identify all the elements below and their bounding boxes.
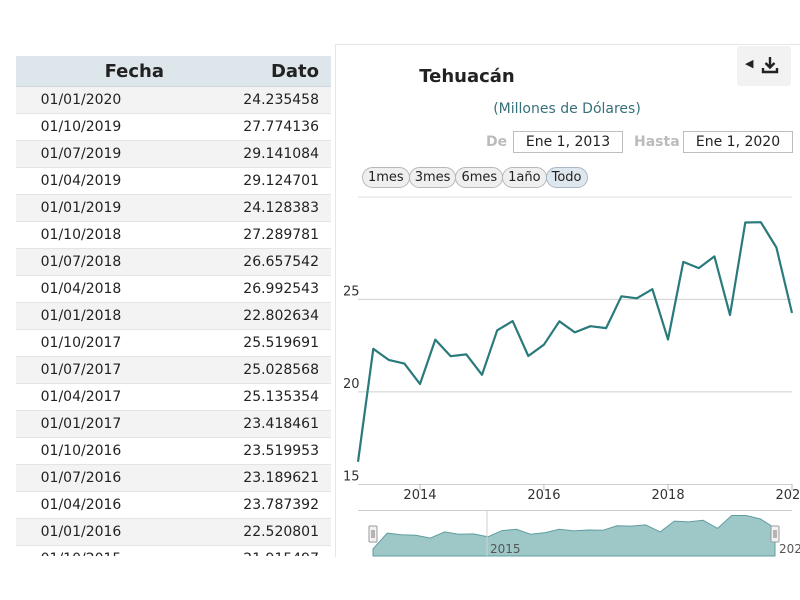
cell-dato: 22.802634 <box>186 302 331 330</box>
chart-subtitle: (Millones de Dólares) <box>493 101 641 117</box>
cell-dato: 29.141084 <box>186 140 331 168</box>
y-tick-label: 20 <box>343 377 360 392</box>
y-tick-label: 25 <box>343 284 360 299</box>
cell-fecha: 01/07/2017 <box>16 356 186 384</box>
cell-dato: 23.418461 <box>186 410 331 438</box>
cell-dato: 26.657542 <box>186 248 331 276</box>
table-row: 01/01/2019 24.128383 <box>16 194 331 222</box>
download-icon <box>761 57 779 74</box>
range-button-6mes[interactable]: 6mes <box>455 167 504 188</box>
table-row: 01/10/2019 27.774136 <box>16 113 331 141</box>
table-row: 01/10/2018 27.289781 <box>16 221 331 249</box>
table-row: 01/04/2017 25.135354 <box>16 383 331 411</box>
data-table: Fecha Dato 01/01/2020 24.235458 01/10/2019… <box>16 56 331 556</box>
cell-dato: 24.128383 <box>186 194 331 222</box>
cell-dato: 26.992543 <box>186 275 331 303</box>
column-header-fecha[interactable]: Fecha <box>16 56 186 87</box>
navigator-label-right: 202 <box>779 542 800 556</box>
table-row: 01/10/201521.915497 <box>16 545 331 556</box>
navigator-handle-left[interactable] <box>368 525 378 543</box>
table-body: 01/01/2020 24.235458 01/10/2019 27.774136 01… <box>16 86 331 556</box>
cell-fecha: 01/01/2018 <box>16 302 186 330</box>
chart-title: Tehuacán <box>419 66 515 87</box>
cell-fecha: 01/07/2016 <box>16 464 186 492</box>
range-from-input[interactable] <box>513 131 623 153</box>
range-button-1mes[interactable]: 1mes <box>362 167 410 188</box>
cell-fecha: 01/07/2018 <box>16 248 186 276</box>
range-from-label: De <box>486 134 508 150</box>
cell-fecha: 01/04/2016 <box>16 491 186 519</box>
range-button-3mes[interactable]: 3mes <box>408 167 457 188</box>
range-selector: 1mes 3mes 6mes 1año Todo <box>362 167 588 189</box>
table-row: 01/04/2018 26.992543 <box>16 275 331 303</box>
table-row: 01/01/2020 24.235458 <box>16 86 331 114</box>
cell-dato: 22.520801 <box>186 518 331 546</box>
cell-fecha: 01/10/2015 <box>16 545 186 556</box>
cell-fecha: 01/04/2019 <box>16 167 186 195</box>
cell-dato: 23.787392 <box>186 491 331 519</box>
x-tick-label: 2020 <box>775 488 800 503</box>
cell-fecha: 01/04/2017 <box>16 383 186 411</box>
x-tick-label: 2014 <box>403 488 436 503</box>
table-row: 01/10/2017 25.519691 <box>16 329 331 357</box>
y-tick-label: 15 <box>343 470 360 485</box>
x-tick-label: 2016 <box>527 488 560 503</box>
x-tick-label: 2018 <box>652 488 685 503</box>
chart-panel <box>335 44 800 557</box>
table-row: 01/07/2019 29.141084 <box>16 140 331 168</box>
caret-left-icon: ◀ <box>745 57 754 70</box>
cell-dato: 29.124701 <box>186 167 331 195</box>
cell-fecha: 01/01/2017 <box>16 410 186 438</box>
cell-fecha: 01/10/2017 <box>16 329 186 357</box>
table-row: 01/10/2016 23.519953 <box>16 437 331 465</box>
range-to-input[interactable] <box>683 131 793 153</box>
table-row: 01/04/2016 23.787392 <box>16 491 331 519</box>
table-row: 01/04/2019 29.124701 <box>16 167 331 195</box>
cell-fecha: 01/10/2016 <box>16 437 186 465</box>
cell-fecha: 01/10/2019 <box>16 113 186 141</box>
table-row: 01/07/2018 26.657542 <box>16 248 331 276</box>
table-header-row: Fecha Dato <box>16 56 331 87</box>
cell-dato: 23.189621 <box>186 464 331 492</box>
table-row: 01/01/2017 23.418461 <box>16 410 331 438</box>
navigator-handle-right[interactable] <box>770 525 780 543</box>
table-row: 01/01/2018 22.802634 <box>16 302 331 330</box>
series-line <box>356 221 794 462</box>
cell-dato: 25.135354 <box>186 383 331 411</box>
cell-dato: 23.519953 <box>186 437 331 465</box>
cell-dato: 27.774136 <box>186 113 331 141</box>
range-button-1ano[interactable]: 1año <box>502 167 547 188</box>
range-button-todo[interactable]: Todo <box>545 167 588 188</box>
cell-dato: 25.519691 <box>186 329 331 357</box>
range-to-label: Hasta <box>634 134 680 150</box>
cell-fecha: 01/01/2020 <box>16 86 186 114</box>
table-row: 01/07/2016 23.189621 <box>16 464 331 492</box>
cell-dato: 27.289781 <box>186 221 331 249</box>
column-header-dato[interactable]: Dato <box>186 56 331 87</box>
cell-fecha: 01/04/2018 <box>16 275 186 303</box>
navigator-area <box>372 515 776 557</box>
cell-fecha: 01/01/2019 <box>16 194 186 222</box>
cell-fecha: 01/10/2018 <box>16 221 186 249</box>
cell-dato: 24.235458 <box>186 86 331 114</box>
cell-fecha: 01/07/2019 <box>16 140 186 168</box>
cell-fecha: 01/01/2016 <box>16 518 186 546</box>
cell-dato: 21.915497 <box>186 545 331 556</box>
cell-dato: 25.028568 <box>186 356 331 384</box>
data-table-container: Fecha Dato 01/01/2020 24.235458 01/10/2019… <box>16 56 331 556</box>
table-row: 01/01/2016 22.520801 <box>16 518 331 546</box>
navigator-label: 2015 <box>490 542 521 556</box>
export-menu-button[interactable]: ◀ <box>737 46 791 86</box>
table-row: 01/07/2017 25.028568 <box>16 356 331 384</box>
